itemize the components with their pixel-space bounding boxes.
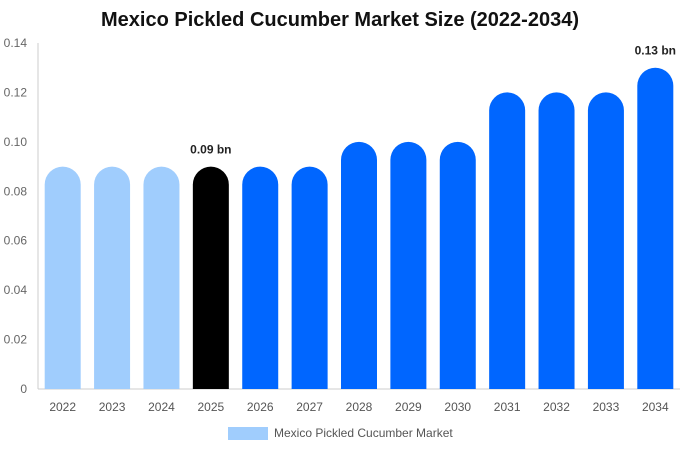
legend: Mexico Pickled Cucumber Market — [228, 426, 453, 440]
bar-2032 — [538, 92, 575, 389]
y-tick-label: 0 — [20, 382, 27, 396]
x-tick-label: 2024 — [148, 400, 175, 414]
bar-2027 — [291, 166, 328, 389]
bar-2034 — [637, 67, 674, 389]
legend-label: Mexico Pickled Cucumber Market — [274, 426, 453, 440]
x-tick-label: 2030 — [444, 400, 471, 414]
bar-2023 — [94, 166, 131, 389]
bar-2024 — [143, 166, 180, 389]
bar-2029 — [390, 141, 427, 389]
y-tick-label: 0.14 — [4, 36, 28, 50]
y-tick-label: 0.08 — [4, 184, 28, 198]
data-label: 0.09 bn — [190, 143, 231, 157]
x-tick-label: 2027 — [296, 400, 323, 414]
x-tick-label: 2032 — [543, 400, 570, 414]
y-tick-label: 0.06 — [4, 234, 28, 248]
chart-title: Mexico Pickled Cucumber Market Size (202… — [101, 9, 579, 31]
bar-2033 — [587, 92, 624, 389]
x-tick-label: 2023 — [99, 400, 126, 414]
x-tick-label: 2022 — [49, 400, 76, 414]
y-tick-label: 0.12 — [4, 85, 28, 99]
x-tick-label: 2025 — [197, 400, 224, 414]
y-tick-label: 0.04 — [4, 283, 28, 297]
bar-2022 — [44, 166, 81, 389]
y-tick-label: 0.10 — [4, 135, 28, 149]
legend-swatch — [228, 426, 268, 440]
bar-2028 — [341, 141, 377, 389]
x-tick-label: 2034 — [642, 400, 669, 414]
data-label: 0.13 bn — [635, 44, 676, 58]
x-tick-label: 2031 — [494, 400, 521, 414]
bar-2025 — [192, 166, 229, 389]
bar-2026 — [242, 166, 279, 389]
x-tick-label: 2033 — [593, 400, 620, 414]
y-tick-label: 0.02 — [4, 333, 28, 347]
bar-2031 — [489, 92, 526, 389]
x-tick-label: 2028 — [346, 400, 373, 414]
x-tick-label: 2026 — [247, 400, 274, 414]
bar-2030 — [439, 141, 476, 389]
x-tick-label: 2029 — [395, 400, 422, 414]
